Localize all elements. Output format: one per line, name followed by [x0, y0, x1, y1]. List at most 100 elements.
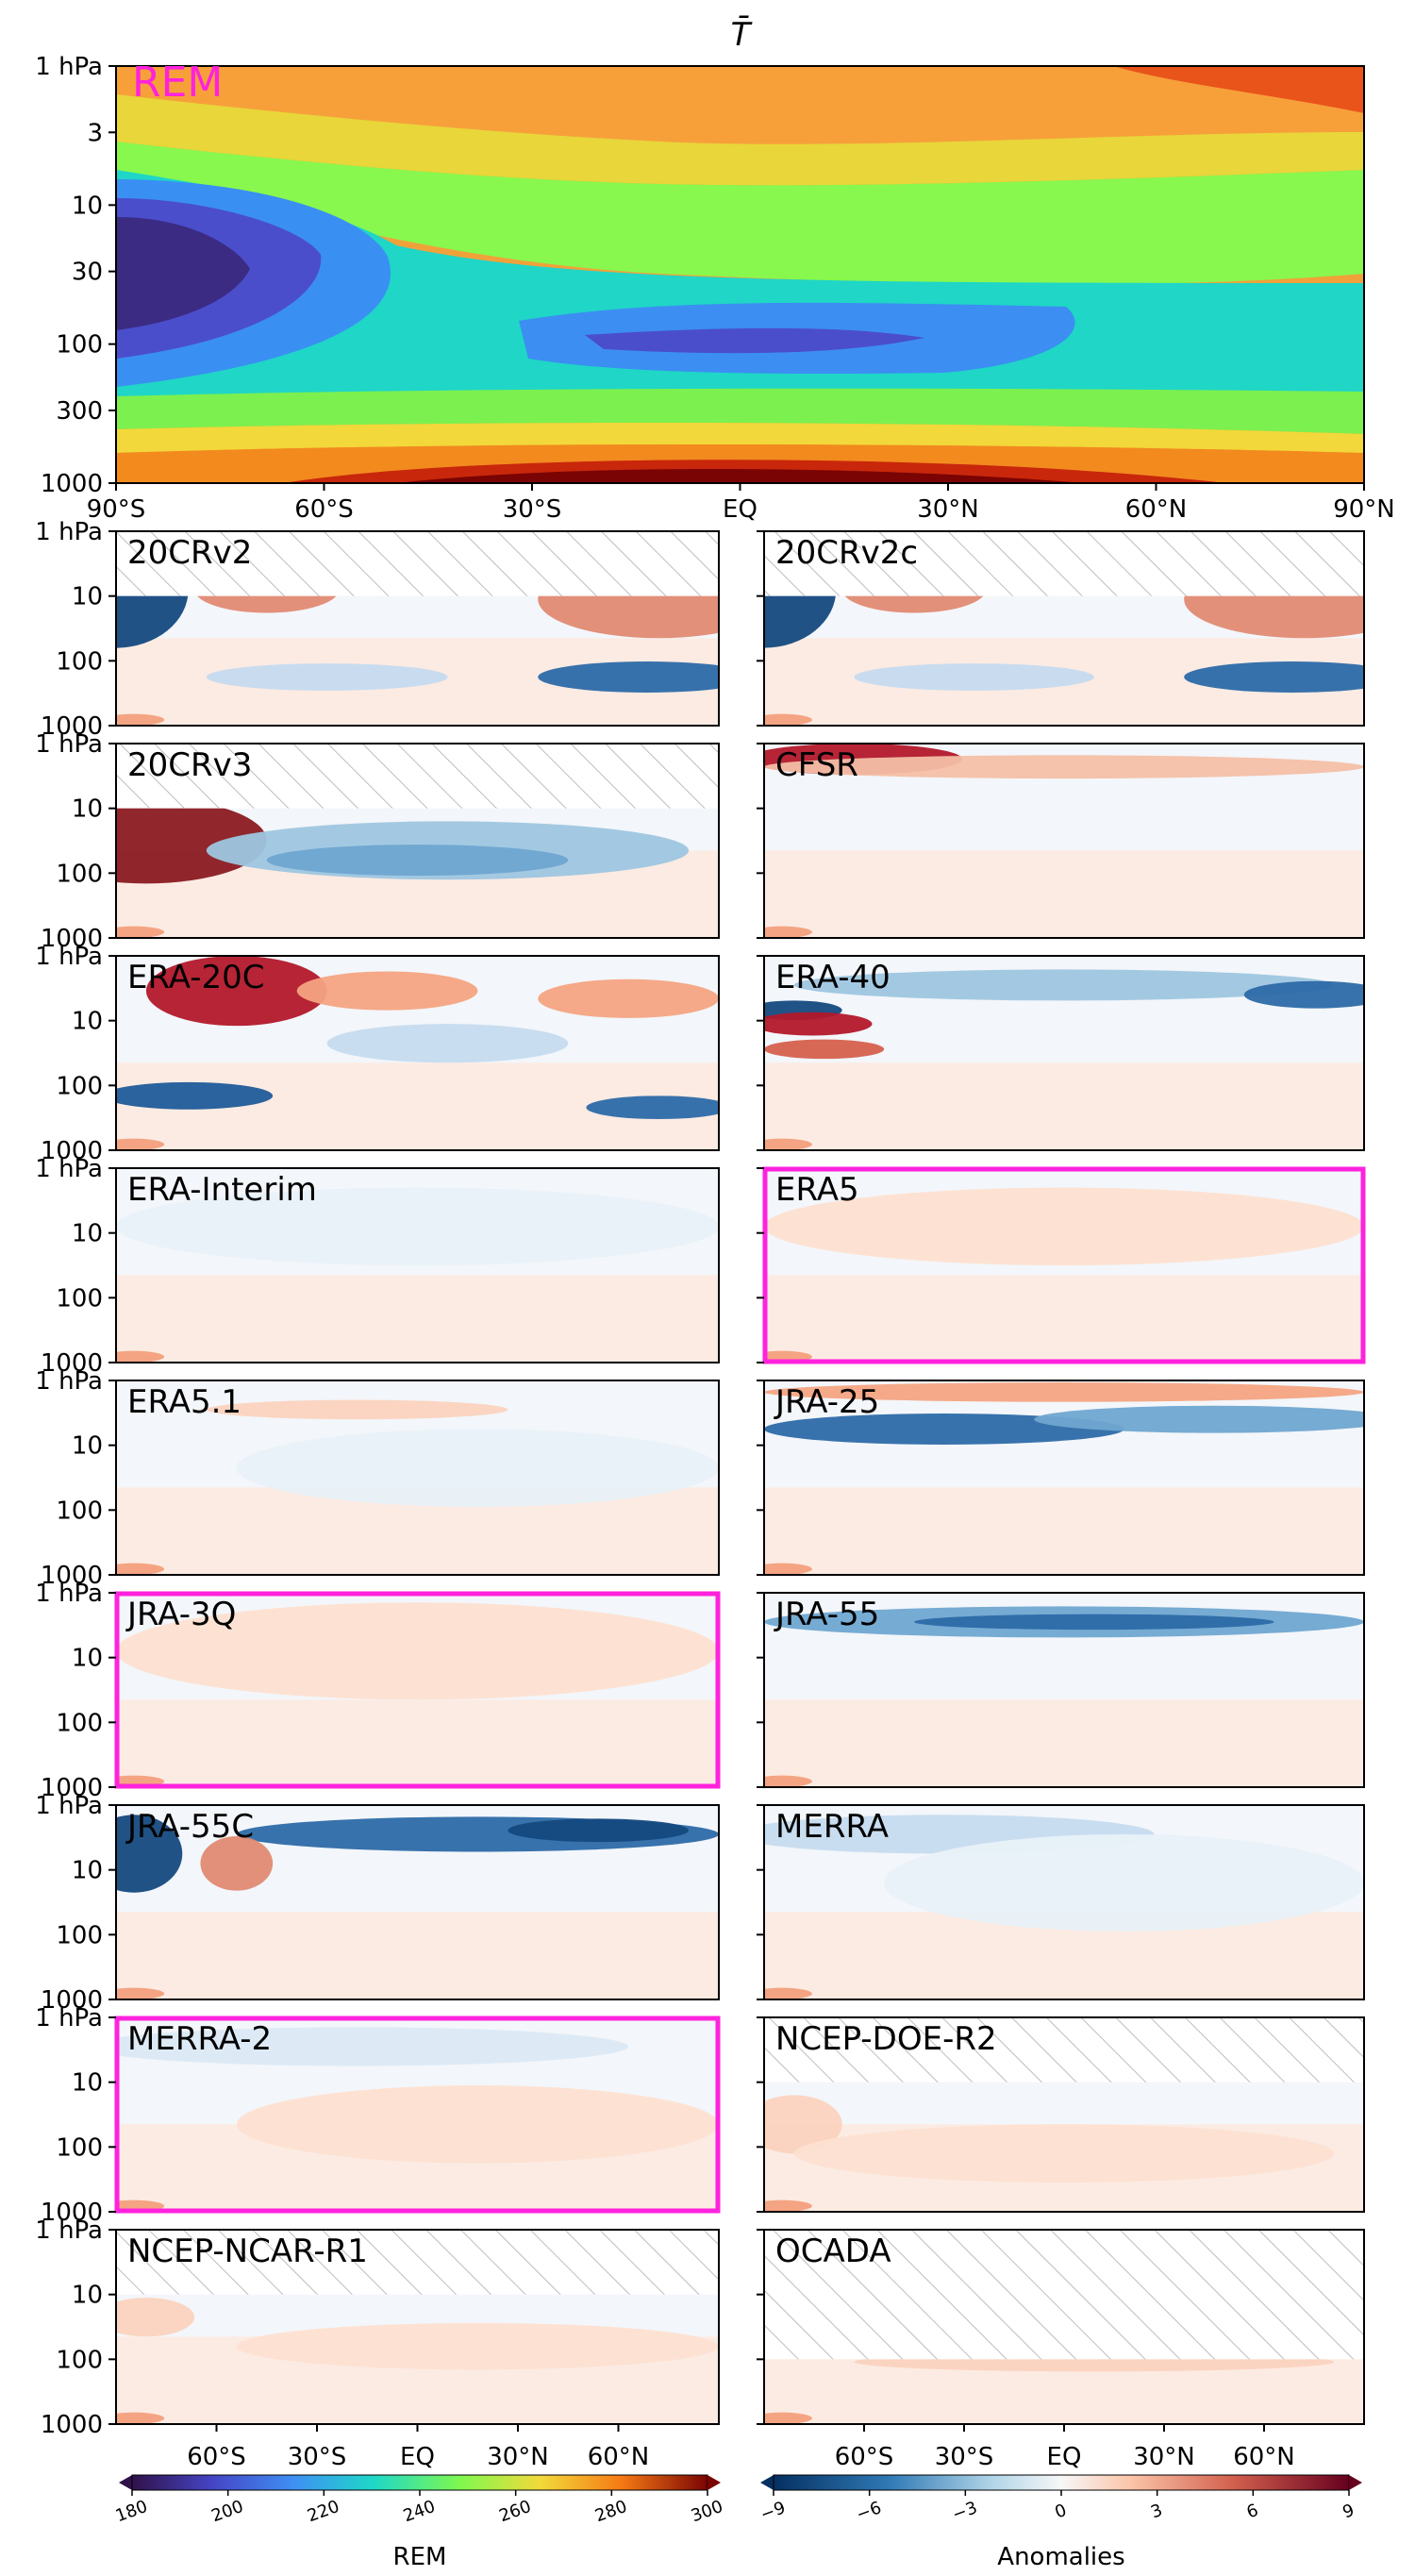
- anomaly-blob: [116, 1187, 719, 1266]
- anomaly-blob: [116, 2027, 629, 2066]
- y-tick-label: 1000: [41, 1137, 103, 1165]
- colorbar-tick-label: 280: [592, 2497, 629, 2526]
- y-tick-label: 1000: [41, 2199, 103, 2227]
- y-tick-label: 1000: [41, 712, 103, 741]
- anomaly-blob: [200, 1835, 274, 1891]
- panel-lower-tone: [764, 1699, 1364, 1787]
- colorbar-label: Anomalies: [997, 2543, 1124, 2571]
- x-tick-label: 30°N: [487, 2443, 549, 2471]
- highlight-frame: [762, 1166, 1366, 1364]
- colorbar-extend-right: [708, 2475, 721, 2490]
- panel-field: [116, 1593, 719, 1787]
- colorbar-extend-left: [760, 2475, 774, 2490]
- anomaly-blob: [793, 2124, 1335, 2183]
- anomaly-blob: [538, 979, 719, 1018]
- panel-label: OCADA: [775, 2233, 891, 2270]
- anomaly-blob: [793, 969, 1335, 1001]
- y-tick-label: 10: [72, 2069, 103, 2098]
- anomaly-blob: [326, 1024, 569, 1063]
- panel-label: JRA-55: [774, 1596, 879, 1633]
- anomaly-blob: [206, 1399, 508, 1420]
- x-tick-label: 90°S: [87, 495, 146, 524]
- panel-JRA-3Q: JRA-3Q 1 hPa 10 100 1000: [35, 1580, 721, 1802]
- colorbar-band: [773, 2474, 1350, 2491]
- y-tick-label: 10: [72, 1220, 103, 1248]
- anomaly-blob: [884, 1833, 1364, 1932]
- rem-contours: [116, 66, 1364, 483]
- panel-label: CFSR: [775, 746, 858, 784]
- hatch-region: [764, 531, 1364, 596]
- y-tick-label: 10: [72, 1008, 103, 1036]
- colorbar-band: [131, 2474, 708, 2491]
- y-tick-label: 30: [72, 259, 103, 287]
- panel-frame: [115, 1380, 720, 1576]
- panel-frame: [115, 530, 720, 727]
- y-tick-label: 3: [87, 119, 103, 147]
- panel-label: ERA-Interim: [127, 1171, 317, 1209]
- panel-label: 20CRv3: [127, 746, 252, 784]
- panel-frame: [763, 530, 1365, 727]
- panel-frame: [763, 1592, 1365, 1788]
- anomaly-blob: [538, 661, 719, 693]
- y-tick-label: 1 hPa: [35, 1580, 103, 1608]
- y-tick-label: 10: [72, 1432, 103, 1461]
- panel-lower-tone: [116, 1912, 719, 1999]
- colorbar-label: REM: [393, 2543, 447, 2571]
- panel-field: [116, 956, 719, 1150]
- panel-frame: [763, 1380, 1365, 1576]
- y-tick-label: 300: [56, 397, 103, 426]
- y-tick-label: 1 hPa: [35, 2004, 103, 2032]
- y-tick-label: 1000: [41, 1562, 103, 1590]
- anomaly-blob: [764, 1775, 812, 1787]
- anomaly-blob: [764, 2412, 812, 2424]
- colorbar-tick-label: −9: [757, 2498, 788, 2525]
- panel-field: [116, 1168, 719, 1363]
- anomaly-blob: [764, 713, 812, 726]
- highlight-frame: [114, 2016, 721, 2214]
- panel-label: ERA5.1: [127, 1383, 241, 1421]
- panel-label: 20CRv2c: [775, 534, 918, 572]
- y-tick-label: 100: [56, 2346, 103, 2374]
- colorbar-extend-right: [1349, 2475, 1362, 2490]
- y-tick-label: 1 hPa: [35, 518, 103, 546]
- anomaly-blob: [1034, 1405, 1364, 1433]
- anomaly-blob: [764, 1187, 1364, 1266]
- y-tick-label: 100: [56, 1921, 103, 1949]
- y-tick-label: 1 hPa: [35, 53, 103, 81]
- panel-label: ERA5: [775, 1171, 859, 1209]
- anomaly-blob: [116, 1081, 274, 1110]
- anomaly-blob: [236, 2085, 719, 2164]
- colorbar-rem: 180 200 220 240 260 280 300 REM: [113, 2474, 725, 2571]
- y-tick-label: 100: [56, 1709, 103, 1737]
- panel-CFSR: CFSR: [757, 743, 1365, 939]
- hatch-region: [764, 2017, 1364, 2083]
- panel-label: ERA-40: [775, 959, 891, 996]
- panel-NCEP-NCAR-R1: NCEP-NCAR-R1 1 hPa 10 100 1000: [35, 2216, 720, 2439]
- panel-frame: [763, 2016, 1365, 2213]
- y-tick-label: 1000: [41, 925, 103, 953]
- panel-label: MERRA-2: [127, 2020, 272, 2058]
- rem-panel-label: REM: [132, 59, 223, 107]
- anomaly-blob: [764, 2200, 812, 2212]
- anomaly-blob: [116, 1815, 183, 1893]
- y-tick-label: 10: [72, 192, 103, 220]
- panel-20CRv3: 20CRv3 1 hPa 10 100 1000: [35, 730, 720, 953]
- anomaly-blob: [764, 1987, 812, 1999]
- panel-field: [116, 531, 719, 726]
- anomaly-blob: [236, 2322, 719, 2370]
- panel-field: [116, 1380, 719, 1575]
- panel-label: JRA-3Q: [125, 1596, 236, 1633]
- y-tick-label: 10: [72, 2282, 103, 2310]
- x-tick-label: 60°N: [1233, 2443, 1295, 2471]
- panel-frame: [763, 1804, 1365, 2000]
- anomaly-blob: [116, 2298, 195, 2337]
- x-tick-label: 90°N: [1333, 495, 1395, 524]
- anomaly-blob: [764, 1039, 885, 1060]
- anomaly-blob: [764, 1382, 1364, 1402]
- anomaly-blob: [508, 1818, 690, 1843]
- y-tick-label: 10: [72, 795, 103, 824]
- colorbar-tick-label: 240: [401, 2497, 438, 2526]
- colorbar-tick-label: 6: [1244, 2501, 1261, 2523]
- anomaly-blob: [586, 1096, 719, 1120]
